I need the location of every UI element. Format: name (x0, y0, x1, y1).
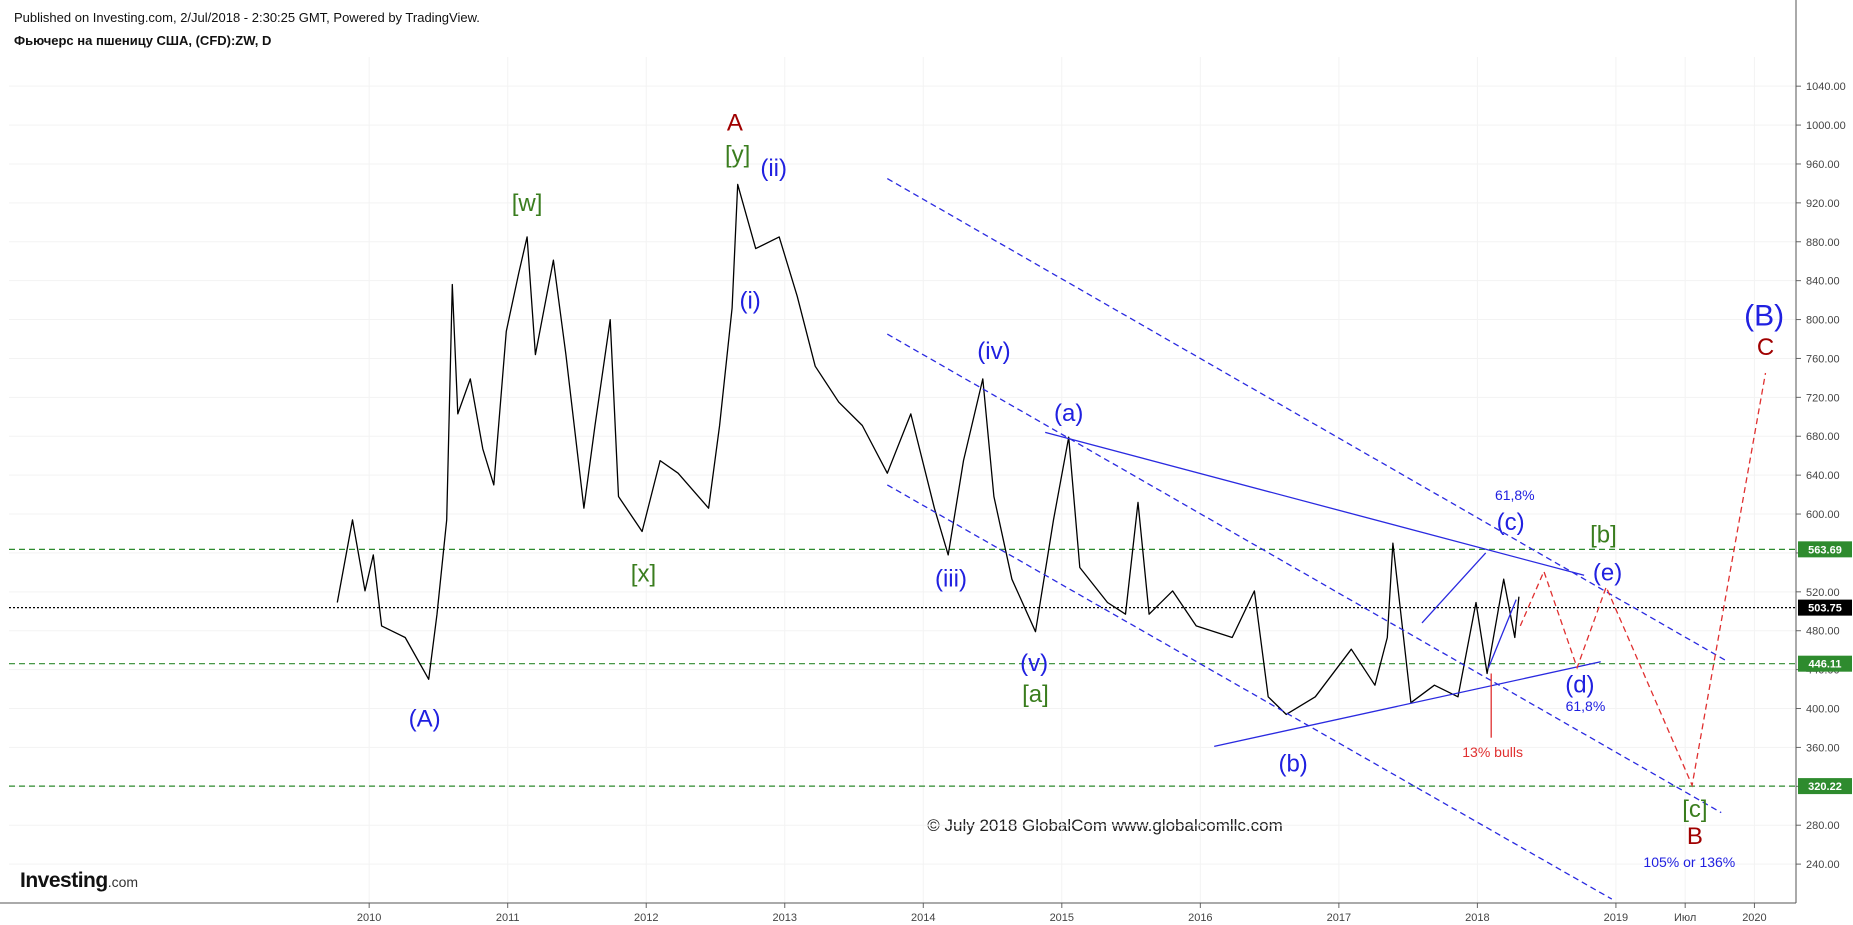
wave-label: (b) (1278, 750, 1307, 777)
logo: Investing.com (20, 869, 138, 892)
chart-title: Фьючерс на пшеницу США, (CFD):ZW, D (14, 33, 271, 48)
y-tick-label: 760.00 (1806, 353, 1840, 365)
x-tick-label: 2012 (634, 912, 658, 924)
level-label: 446.11 (1808, 659, 1841, 671)
y-tick-label: 480.00 (1806, 626, 1840, 638)
trend-line (886, 333, 1722, 814)
y-tick-label: 880.00 (1806, 237, 1840, 249)
trend-line (1519, 372, 1767, 788)
level-tag (1798, 541, 1852, 558)
x-tick-label: 2010 (357, 912, 381, 924)
y-tick-label: 280.00 (1806, 820, 1840, 832)
x-tick-label: 2013 (773, 912, 797, 924)
x-tick-label: 2014 (911, 912, 935, 924)
wave-label: 61,8% (1495, 487, 1535, 503)
trend-line (886, 484, 1613, 900)
wave-label: 13% bulls (1462, 744, 1523, 760)
wave-label: C (1757, 334, 1774, 361)
y-tick-label: 1040.00 (1806, 81, 1846, 93)
x-tick-label: 2018 (1465, 912, 1489, 924)
trend-line (1487, 599, 1517, 668)
x-tick-label: 2020 (1742, 912, 1766, 924)
trend-line (1214, 661, 1601, 748)
level-tag (1798, 599, 1852, 616)
wave-label: (d) (1565, 671, 1594, 698)
logo-suffix: .com (108, 874, 138, 890)
trend-line (1421, 552, 1487, 624)
wave-label: (B) (1744, 300, 1784, 333)
wave-label: [c] (1682, 796, 1707, 823)
x-tick-label: 2019 (1604, 912, 1628, 924)
y-tick-label: 640.00 (1806, 470, 1840, 482)
wave-label: [x] (631, 561, 656, 588)
wave-label: (v) (1020, 650, 1048, 677)
wave-label: (i) (739, 287, 760, 314)
wave-label: (iv) (977, 338, 1010, 365)
wave-label: (iii) (935, 566, 967, 593)
level-tag (1798, 778, 1852, 795)
x-tick-label: 2017 (1327, 912, 1351, 924)
wave-label: [w] (512, 190, 543, 217)
y-tick-label: 240.00 (1806, 859, 1840, 871)
y-tick-label: 520.00 (1806, 587, 1840, 599)
trend-line (1045, 431, 1585, 576)
wave-label: (e) (1593, 560, 1622, 587)
wave-label: 61,8% (1566, 698, 1606, 714)
wave-label: (A) (409, 706, 441, 733)
wave-label: [a] (1022, 681, 1049, 708)
level-label: 563.69 (1808, 544, 1842, 556)
y-tick-label: 360.00 (1806, 742, 1840, 754)
price-line (336, 183, 1520, 716)
wave-label: B (1687, 823, 1703, 850)
level-tag (1798, 655, 1852, 672)
y-tick-label: 680.00 (1806, 431, 1840, 443)
y-tick-label: 800.00 (1806, 315, 1840, 327)
y-tick-label: 840.00 (1806, 276, 1840, 288)
level-label: 503.75 (1808, 603, 1842, 615)
y-tick-label: 720.00 (1806, 392, 1840, 404)
wave-label: [b] (1590, 522, 1617, 549)
wave-label: A (727, 109, 743, 136)
published-note: Published on Investing.com, 2/Jul/2018 -… (14, 10, 480, 25)
x-tick-label: 2011 (496, 912, 520, 924)
x-tick-label: 2015 (1050, 912, 1074, 924)
trend-line (886, 178, 1729, 663)
wave-label: (ii) (760, 155, 787, 182)
y-tick-label: 920.00 (1806, 198, 1840, 210)
x-tick-label: 2016 (1188, 912, 1212, 924)
y-tick-label: 1000.00 (1806, 120, 1846, 132)
y-tick-label: 600.00 (1806, 509, 1840, 521)
logo-name: Investing (20, 869, 108, 892)
wave-label: 105% or 136% (1643, 854, 1735, 870)
level-label: 320.22 (1808, 781, 1842, 793)
wave-label: [y] (725, 142, 750, 169)
y-tick-label: 960.00 (1806, 159, 1840, 171)
wave-label: (c) (1497, 509, 1525, 536)
x-tick-label: Июл (1674, 912, 1696, 924)
wave-label: (a) (1054, 400, 1083, 427)
y-tick-label: 400.00 (1806, 704, 1840, 716)
